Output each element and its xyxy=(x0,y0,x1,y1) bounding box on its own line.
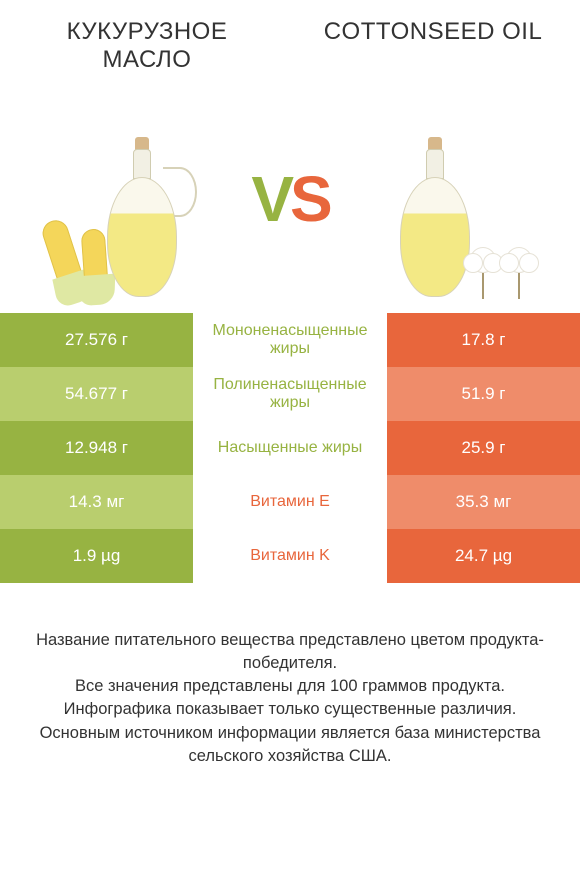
vs-label: VS xyxy=(251,162,328,236)
title-right: COTTONSEED OIL xyxy=(316,18,550,73)
cell-nutrient-label: Насыщенные жиры xyxy=(193,421,387,475)
cell-right-value: 35.3 мг xyxy=(387,475,580,529)
cell-nutrient-label: Витамин E xyxy=(193,475,387,529)
cell-nutrient-label: Витамин K xyxy=(193,529,387,583)
footer-notes: Название питательного вещества представл… xyxy=(0,583,580,768)
cell-right-value: 24.7 µg xyxy=(387,529,580,583)
cell-left-value: 27.576 г xyxy=(0,313,193,367)
vs-v: V xyxy=(251,163,290,235)
cotton-icon xyxy=(470,247,532,299)
right-product-image xyxy=(366,99,566,299)
cell-right-value: 51.9 г xyxy=(387,367,580,421)
corn-icon xyxy=(51,219,107,299)
oil-bottle-right-icon xyxy=(400,149,470,299)
footer-line-4: Основным источником информации является … xyxy=(24,722,556,768)
cell-nutrient-label: Мононенасыщенные жиры xyxy=(193,313,387,367)
footer-line-2: Все значения представлены для 100 граммо… xyxy=(24,675,556,698)
cell-left-value: 14.3 мг xyxy=(0,475,193,529)
table-row: 54.677 гПолиненасыщенные жиры51.9 г xyxy=(0,367,580,421)
footer-line-3: Инфографика показывает только существенн… xyxy=(24,698,556,721)
cell-right-value: 17.8 г xyxy=(387,313,580,367)
cell-left-value: 54.677 г xyxy=(0,367,193,421)
title-left: КУКУРУЗНОЕ МАСЛО xyxy=(30,18,264,73)
cell-nutrient-label: Полиненасыщенные жиры xyxy=(193,367,387,421)
table-row: 1.9 µgВитамин K24.7 µg xyxy=(0,529,580,583)
table-row: 14.3 мгВитамин E35.3 мг xyxy=(0,475,580,529)
vs-s: S xyxy=(290,163,329,235)
table-row: 12.948 гНасыщенные жиры25.9 г xyxy=(0,421,580,475)
left-product-image xyxy=(14,99,214,299)
cell-left-value: 12.948 г xyxy=(0,421,193,475)
table-row: 27.576 гМононенасыщенные жиры17.8 г xyxy=(0,313,580,367)
cell-right-value: 25.9 г xyxy=(387,421,580,475)
cell-left-value: 1.9 µg xyxy=(0,529,193,583)
oil-bottle-left-icon xyxy=(107,149,177,299)
product-images-row: VS xyxy=(0,73,580,313)
footer-line-1: Название питательного вещества представл… xyxy=(24,629,556,675)
comparison-table: 27.576 гМононенасыщенные жиры17.8 г54.67… xyxy=(0,313,580,583)
